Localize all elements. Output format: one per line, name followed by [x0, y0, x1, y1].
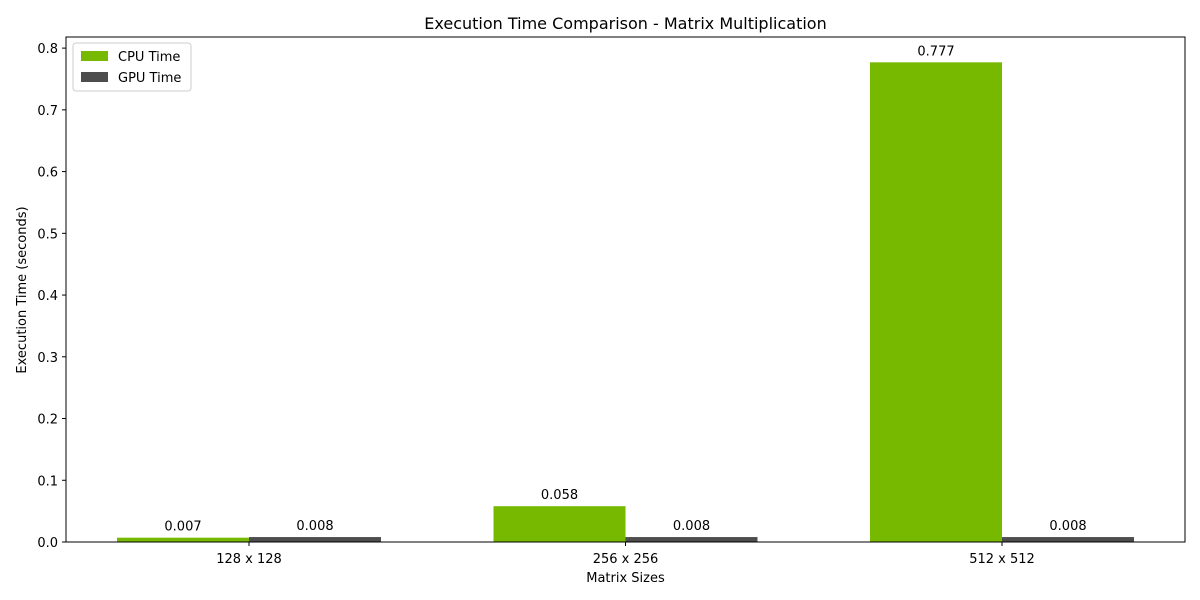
y-tick-label: 0.3: [37, 351, 58, 366]
data-label: 0.058: [541, 488, 578, 503]
data-label: 0.777: [917, 44, 954, 59]
data-label: 0.008: [296, 519, 333, 534]
y-tick-label: 0.4: [37, 289, 58, 304]
bar-cpu-time: [117, 537, 249, 542]
y-tick-label: 0.1: [37, 474, 58, 489]
chart-title: Execution Time Comparison - Matrix Multi…: [424, 14, 826, 33]
y-tick-label: 0.8: [37, 42, 58, 57]
x-axis-label: Matrix Sizes: [586, 571, 665, 586]
legend-swatch: [81, 72, 108, 82]
data-label: 0.007: [164, 520, 201, 535]
y-tick-label: 0.0: [37, 536, 58, 551]
bar-cpu-time: [870, 62, 1002, 542]
y-tick-label: 0.6: [37, 166, 58, 181]
bar-gpu-time: [249, 537, 381, 542]
y-axis-label: Execution Time (seconds): [15, 206, 30, 373]
legend-swatch: [81, 51, 108, 61]
y-tick-label: 0.7: [37, 104, 58, 119]
legend-label: GPU Time: [118, 71, 181, 86]
plot-frame: [65, 36, 1186, 543]
legend-label: CPU Time: [118, 50, 180, 65]
x-tick-label: 512 x 512: [969, 552, 1035, 567]
data-label: 0.008: [673, 519, 710, 534]
bar-cpu-time: [493, 506, 626, 542]
bar-gpu-time: [625, 537, 758, 542]
data-label: 0.008: [1049, 519, 1086, 534]
legend: CPU Time GPU Time: [72, 42, 192, 92]
x-tick-label: 128 x 128: [216, 552, 282, 567]
y-tick-label: 0.5: [37, 227, 58, 242]
bar-gpu-time: [1002, 537, 1134, 542]
x-tick-label: 256 x 256: [593, 552, 659, 567]
y-tick-label: 0.2: [37, 413, 58, 428]
plot-area: 0.007 0.058 0.777 0.008 0.008 0.008 0.0 0.1 0.2 0…: [37, 36, 1186, 567]
